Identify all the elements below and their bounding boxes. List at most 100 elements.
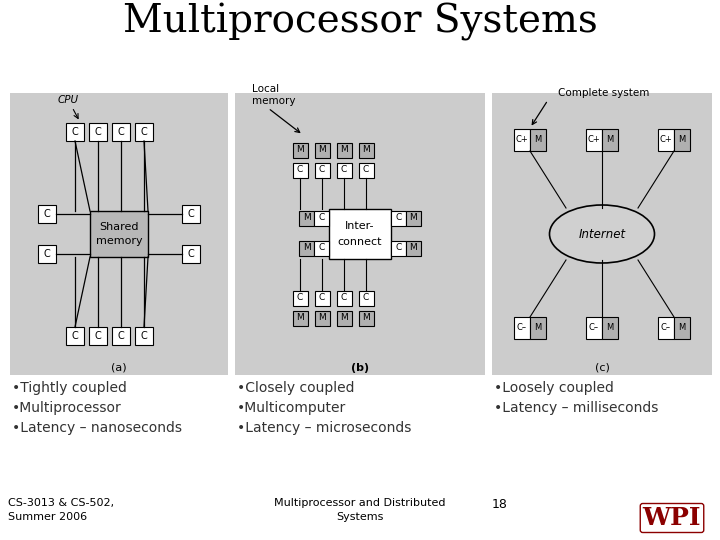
Bar bbox=[602, 129, 618, 151]
Text: C+: C+ bbox=[660, 136, 672, 145]
Text: C: C bbox=[318, 213, 325, 222]
Bar bbox=[586, 129, 602, 151]
Text: WPI: WPI bbox=[643, 506, 701, 530]
Bar bbox=[299, 211, 314, 226]
Bar bbox=[90, 211, 148, 257]
Bar bbox=[112, 327, 130, 345]
Text: CS-3013 & CS-502,
Summer 2006: CS-3013 & CS-502, Summer 2006 bbox=[8, 498, 114, 522]
Text: C: C bbox=[297, 294, 303, 302]
Text: C: C bbox=[319, 165, 325, 174]
Text: M: M bbox=[296, 145, 304, 154]
Text: M: M bbox=[296, 314, 304, 322]
Text: C: C bbox=[44, 209, 50, 219]
Bar bbox=[674, 129, 690, 151]
Text: C: C bbox=[71, 331, 78, 341]
Bar bbox=[135, 327, 153, 345]
Bar bbox=[292, 163, 307, 178]
Bar bbox=[299, 240, 314, 255]
Text: C: C bbox=[318, 244, 325, 253]
Text: •Loosely coupled: •Loosely coupled bbox=[494, 381, 614, 395]
Text: Multiprocessor and Distributed
Systems: Multiprocessor and Distributed Systems bbox=[274, 498, 446, 522]
Bar bbox=[658, 317, 674, 339]
Text: C: C bbox=[395, 244, 402, 253]
Text: C: C bbox=[341, 294, 347, 302]
Text: Complete system: Complete system bbox=[558, 88, 649, 98]
Text: Shared: Shared bbox=[99, 222, 139, 232]
Bar bbox=[674, 317, 690, 339]
Bar bbox=[586, 317, 602, 339]
Text: •Multiprocessor: •Multiprocessor bbox=[12, 401, 122, 415]
Bar bbox=[66, 327, 84, 345]
Text: C: C bbox=[117, 331, 125, 341]
Text: •Latency – nanoseconds: •Latency – nanoseconds bbox=[12, 421, 182, 435]
Text: Internet: Internet bbox=[578, 227, 626, 240]
Bar bbox=[89, 327, 107, 345]
Text: memory: memory bbox=[96, 236, 143, 246]
Bar bbox=[336, 163, 351, 178]
Text: C: C bbox=[363, 165, 369, 174]
Text: C: C bbox=[94, 127, 102, 137]
Text: CPU: CPU bbox=[58, 95, 78, 105]
Text: •Closely coupled: •Closely coupled bbox=[237, 381, 354, 395]
Bar bbox=[315, 163, 330, 178]
Text: M: M bbox=[340, 145, 348, 154]
Text: M: M bbox=[678, 136, 685, 145]
Text: connect: connect bbox=[338, 237, 382, 247]
Bar bbox=[530, 317, 546, 339]
Bar bbox=[514, 317, 530, 339]
Bar bbox=[336, 291, 351, 306]
Bar bbox=[112, 123, 130, 141]
Bar bbox=[38, 245, 56, 263]
Bar bbox=[336, 310, 351, 326]
Text: M: M bbox=[678, 323, 685, 333]
Text: M: M bbox=[410, 213, 418, 222]
Bar bbox=[235, 93, 485, 375]
Text: C–: C– bbox=[589, 323, 599, 333]
Bar bbox=[315, 291, 330, 306]
Text: C: C bbox=[44, 249, 50, 259]
Text: M: M bbox=[302, 244, 310, 253]
Text: M: M bbox=[318, 145, 326, 154]
Bar bbox=[292, 291, 307, 306]
Text: 18: 18 bbox=[492, 498, 508, 511]
Bar bbox=[514, 129, 530, 151]
Text: (a): (a) bbox=[111, 363, 127, 373]
Text: M: M bbox=[318, 314, 326, 322]
Text: C+: C+ bbox=[516, 136, 528, 145]
Bar bbox=[391, 240, 406, 255]
Text: M: M bbox=[410, 244, 418, 253]
Bar bbox=[336, 143, 351, 158]
Bar bbox=[359, 143, 374, 158]
Text: M: M bbox=[340, 314, 348, 322]
Bar bbox=[182, 245, 200, 263]
Bar bbox=[89, 123, 107, 141]
Text: •Tightly coupled: •Tightly coupled bbox=[12, 381, 127, 395]
Bar bbox=[406, 211, 421, 226]
Text: M: M bbox=[606, 136, 613, 145]
Bar bbox=[391, 211, 406, 226]
Text: M: M bbox=[362, 314, 370, 322]
Text: M: M bbox=[534, 136, 541, 145]
Bar bbox=[658, 129, 674, 151]
Bar bbox=[135, 123, 153, 141]
Text: M: M bbox=[606, 323, 613, 333]
Bar bbox=[329, 209, 391, 259]
Text: C–: C– bbox=[661, 323, 671, 333]
Bar bbox=[10, 93, 228, 375]
Bar bbox=[314, 211, 329, 226]
Bar bbox=[359, 163, 374, 178]
Text: C: C bbox=[395, 213, 402, 222]
Bar bbox=[315, 143, 330, 158]
Text: •Latency – microseconds: •Latency – microseconds bbox=[237, 421, 411, 435]
Bar bbox=[314, 240, 329, 255]
Bar bbox=[530, 129, 546, 151]
Bar bbox=[292, 310, 307, 326]
Text: (b): (b) bbox=[351, 363, 369, 373]
Bar bbox=[315, 310, 330, 326]
Text: Inter-: Inter- bbox=[346, 221, 374, 231]
Text: C: C bbox=[297, 165, 303, 174]
Text: •Multicomputer: •Multicomputer bbox=[237, 401, 346, 415]
Text: C: C bbox=[94, 331, 102, 341]
Bar bbox=[38, 205, 56, 223]
Text: C: C bbox=[341, 165, 347, 174]
